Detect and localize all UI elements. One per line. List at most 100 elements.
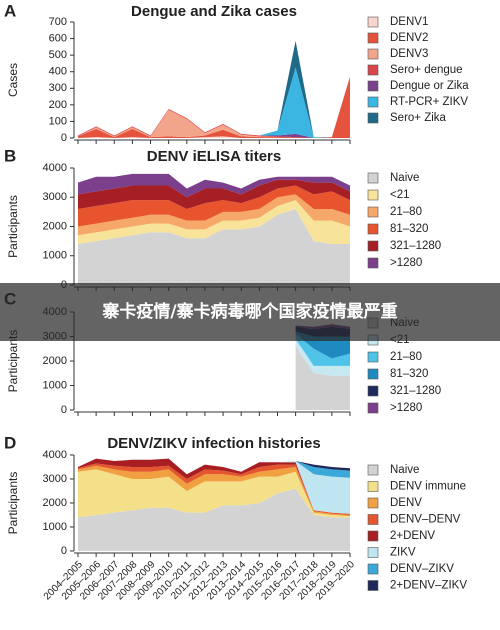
legend-label: >1280 (390, 257, 422, 269)
legend-label: DENV (390, 497, 422, 509)
y-tick-label: 0 (61, 404, 67, 416)
panel-title: DENV/ZIKV infection histories (107, 435, 320, 452)
legend-swatch (367, 514, 379, 525)
panel-title: Dengue and Zika cases (131, 3, 297, 20)
legend-swatch (367, 580, 379, 591)
legend-swatch (367, 112, 379, 124)
area (295, 338, 350, 376)
y-tick-label: 4000 (43, 162, 67, 174)
legend-swatch (367, 64, 379, 76)
legend-swatch (367, 172, 379, 184)
legend-label: >1280 (390, 402, 422, 414)
legend-label: Sero+ dengue (390, 64, 463, 76)
legend-label: 81–320 (390, 368, 428, 380)
legend-swatch (367, 240, 379, 252)
area (78, 76, 350, 138)
area (295, 346, 350, 410)
panel-label: A (4, 1, 16, 20)
y-tick-label: 700 (49, 16, 67, 28)
legend-swatch (367, 80, 379, 92)
legend-label: Naive (390, 464, 419, 476)
legend-swatch (367, 257, 379, 269)
y-axis-label: Participants (6, 330, 20, 393)
legend-label: DENV3 (390, 48, 428, 60)
y-tick-label: 2000 (43, 220, 67, 232)
legend-label: DENV2 (390, 32, 428, 44)
legend-swatch (367, 385, 379, 397)
legend-swatch (367, 530, 379, 542)
legend-swatch (367, 223, 379, 235)
legend-swatch (367, 96, 379, 108)
area (78, 463, 350, 515)
panel-label: D (4, 433, 16, 452)
legend-swatch (367, 189, 379, 201)
y-axis-label: Participants (6, 195, 20, 258)
panel-label: B (4, 146, 16, 165)
area (78, 41, 350, 138)
legend-label: DENV immune (390, 481, 466, 493)
y-axis-label: Cases (6, 63, 20, 97)
legend-swatch (367, 497, 379, 509)
y-axis-label: Participants (6, 472, 20, 535)
legend-label: DENV–DENV (390, 514, 461, 526)
y-tick-label: 1000 (43, 379, 67, 391)
y-tick-label: 400 (49, 66, 67, 78)
area (78, 488, 350, 551)
y-tick-label: 2000 (43, 497, 67, 509)
y-tick-label: 0 (61, 132, 67, 144)
y-tick-label: 200 (49, 99, 67, 111)
area (78, 179, 350, 209)
area (295, 334, 350, 366)
y-tick-label: 500 (49, 49, 67, 61)
area (78, 67, 350, 138)
area (78, 465, 350, 517)
area (78, 185, 350, 227)
legend-swatch (367, 48, 379, 60)
legend-label: Dengue or Zika (390, 80, 469, 92)
legend-label: 21–80 (390, 206, 422, 218)
legend-swatch (367, 368, 379, 380)
y-tick-label: 2000 (43, 355, 67, 367)
legend-swatch (367, 464, 379, 476)
area (78, 469, 350, 518)
legend-swatch (367, 547, 379, 558)
area (78, 136, 350, 138)
area (78, 208, 350, 285)
legend-label: 2+DENV–ZIKV (390, 580, 467, 592)
legend-swatch (367, 206, 379, 218)
y-tick-label: 3000 (43, 473, 67, 485)
panel-title: DENV iELISA titers (147, 148, 281, 165)
y-tick-label: 100 (49, 115, 67, 127)
area (78, 200, 350, 245)
legend-label: 21–80 (390, 351, 422, 363)
legend-swatch (367, 481, 379, 492)
legend-label: 2+DENV (390, 530, 435, 542)
legend-label: DENV–ZIKV (390, 563, 454, 575)
legend-label: 81–320 (390, 223, 428, 235)
legend-label: <21 (390, 189, 410, 201)
y-tick-label: 1000 (43, 521, 67, 533)
area (78, 458, 350, 514)
y-tick-label: 600 (49, 32, 67, 44)
area (78, 458, 350, 514)
banner: 寨卡疫情/寨卡病毒哪个国家疫情最严重 (0, 283, 500, 341)
y-tick-label: 0 (61, 545, 67, 557)
legend-label: 321–1280 (390, 240, 441, 252)
legend-label: Sero+ Zika (390, 112, 447, 124)
y-tick-label: 1000 (43, 250, 67, 262)
legend-swatch (367, 563, 379, 575)
y-tick-label: 4000 (43, 449, 67, 461)
area (78, 173, 350, 198)
legend-swatch (367, 16, 379, 28)
legend-swatch (367, 402, 379, 414)
legend-label: Naive (390, 172, 419, 184)
y-tick-label: 300 (49, 82, 67, 94)
legend-label: RT-PCR+ ZIKV (390, 96, 468, 108)
legend-swatch (367, 351, 379, 363)
legend-label: ZIKV (390, 547, 416, 559)
legend-label: DENV1 (390, 16, 428, 28)
legend-label: 321–1280 (390, 385, 441, 397)
banner-text: 寨卡疫情/寨卡病毒哪个国家疫情最严重 (102, 302, 398, 322)
y-tick-label: 3000 (43, 191, 67, 203)
